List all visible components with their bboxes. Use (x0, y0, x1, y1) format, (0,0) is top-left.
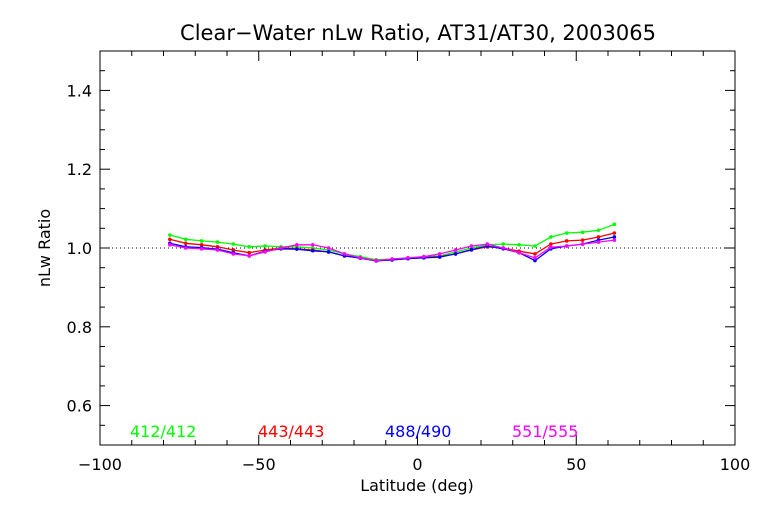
data-point (453, 252, 458, 256)
data-point (549, 242, 553, 246)
legend-label: 551/555 (512, 422, 578, 441)
data-point (596, 228, 601, 233)
data-point (564, 244, 569, 248)
legend-label: 488/490 (385, 422, 451, 441)
y-tick-label: 0.6 (67, 397, 92, 416)
data-point (279, 246, 283, 250)
data-point (517, 250, 521, 255)
data-point (183, 241, 188, 246)
data-point (168, 243, 172, 247)
data-point (310, 243, 315, 247)
data-point (580, 238, 585, 242)
legend-label: 412/412 (130, 422, 196, 441)
data-point (469, 247, 474, 252)
data-point (168, 237, 172, 242)
data-point (215, 248, 220, 252)
data-point (231, 242, 236, 246)
chart-title: Clear−Water nLw Ratio, AT31/AT30, 200306… (180, 21, 656, 45)
data-point (533, 244, 537, 248)
x-tick-label: 0 (412, 455, 422, 474)
data-point (390, 257, 394, 261)
data-point (406, 256, 410, 260)
data-point (263, 250, 267, 254)
y-tick-label: 1.2 (67, 160, 92, 179)
y-tick-label: 1.4 (67, 81, 92, 100)
data-point (564, 231, 569, 235)
data-point (533, 256, 537, 260)
legend: 412/412 443/443 488/490 551/555 (130, 422, 578, 441)
axis-tick-labels: −100 −50 0 50 100 0.6 0.8 1.0 1.2 1.4 (67, 81, 751, 474)
data-point (199, 243, 204, 247)
series-412-412 (168, 222, 617, 262)
series-group (168, 222, 617, 263)
y-tick-label: 1.0 (67, 239, 92, 258)
data-point (247, 254, 252, 258)
data-point (517, 243, 521, 247)
data-point (453, 248, 458, 252)
data-point (580, 230, 585, 235)
data-point (295, 247, 299, 251)
data-point (168, 233, 172, 237)
data-point (549, 245, 553, 250)
data-point (533, 258, 537, 263)
x-tick-label: −100 (78, 455, 122, 474)
y-tick-label: 0.8 (67, 318, 92, 337)
data-point (612, 231, 617, 235)
data-point (485, 242, 490, 246)
data-point (326, 250, 331, 254)
x-axis-label: Latitude (deg) (360, 476, 474, 495)
axis-ticks (99, 50, 736, 446)
data-point (612, 222, 617, 227)
data-point (358, 256, 363, 260)
data-point (469, 244, 474, 248)
data-point (533, 252, 537, 256)
data-point (310, 248, 315, 253)
x-tick-label: 100 (720, 455, 751, 474)
data-point (612, 235, 617, 239)
series-551-555 (168, 238, 617, 263)
data-point (549, 235, 553, 239)
data-point (596, 235, 601, 239)
x-tick-label: −50 (242, 455, 276, 474)
data-point (215, 240, 220, 244)
data-point (247, 245, 252, 249)
data-point (580, 242, 585, 246)
series-line-443-443 (169, 232, 615, 262)
data-point (501, 246, 506, 250)
data-point (501, 242, 506, 246)
data-point (183, 237, 188, 242)
y-axis-label: nLw Ratio (35, 209, 54, 287)
legend-label: 443/443 (258, 422, 324, 441)
data-point (437, 252, 442, 256)
data-point (374, 258, 379, 263)
data-point (564, 239, 569, 243)
data-point (596, 240, 601, 244)
data-point (247, 250, 252, 255)
data-point (422, 254, 426, 259)
data-point (183, 246, 188, 250)
data-point (231, 252, 236, 256)
data-point (295, 243, 299, 247)
data-point (199, 246, 204, 251)
data-point (437, 255, 442, 259)
data-point (231, 248, 236, 252)
data-point (612, 238, 617, 242)
x-tick-label: 50 (566, 455, 586, 474)
data-point (199, 239, 204, 243)
data-point (326, 246, 331, 250)
data-point (263, 244, 267, 248)
data-point (342, 252, 347, 256)
